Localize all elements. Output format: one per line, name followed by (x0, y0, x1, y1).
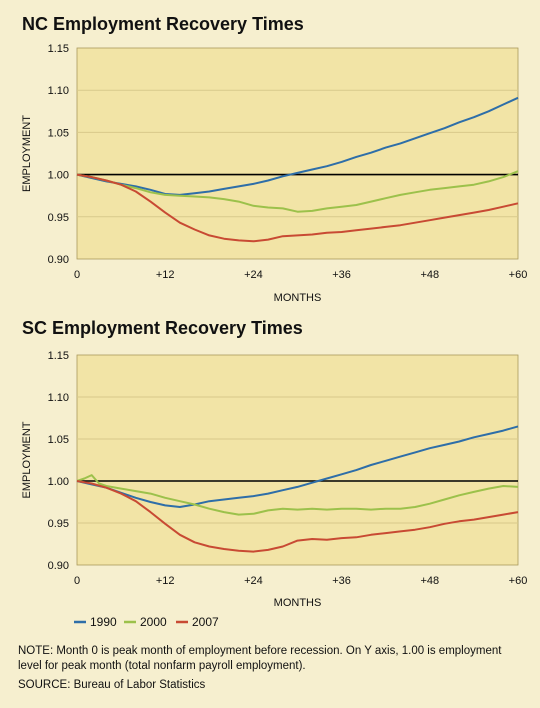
y-tick-label: 1.05 (48, 127, 69, 139)
series-line-1990 (76, 425, 519, 508)
legend-label-2000: 2000 (140, 615, 167, 629)
plot-area (76, 354, 519, 566)
y-tick-label: 0.95 (48, 212, 69, 224)
y-tick-label: 0.90 (48, 254, 69, 266)
x-tick-label: +48 (420, 269, 439, 281)
legend: 1990 2000 2007 (74, 615, 219, 629)
series-line-2007 (76, 173, 519, 243)
y-tick-label: 1.00 (48, 170, 69, 182)
x-tick-label: +24 (244, 575, 263, 587)
nc-chart: NC Employment Recovery Times 1.15 1.10 1.05… (21, 14, 527, 304)
series-line-2000 (76, 474, 519, 516)
series-line-2007 (76, 480, 519, 553)
x-tick-label: +12 (156, 575, 175, 587)
x-tick-label: +48 (420, 575, 439, 587)
plot-area (76, 47, 519, 260)
x-tick-label: +12 (156, 269, 175, 281)
x-axis-label: MONTHS (274, 292, 322, 304)
y-tick-label: 1.15 (48, 43, 69, 55)
y-tick-label: 1.10 (48, 392, 69, 404)
x-tick-label: +60 (509, 575, 528, 587)
x-tick-label: 0 (74, 575, 80, 587)
y-axis-label: EMPLOYMENT (21, 115, 33, 192)
x-tick-label: +36 (332, 575, 351, 587)
source-text: SOURCE: Bureau of Labor Statistics (18, 679, 206, 691)
y-tick-label: 1.00 (48, 476, 69, 488)
chart-title: NC Employment Recovery Times (22, 14, 304, 34)
x-tick-label: +36 (332, 269, 351, 281)
note-text: NOTE: Month 0 is peak month of employmen… (18, 645, 502, 672)
x-tick-label: +24 (244, 269, 263, 281)
y-tick-label: 0.90 (48, 560, 69, 572)
y-tick-label: 1.10 (48, 85, 69, 97)
series-line-2000 (76, 170, 519, 213)
series-line-1990 (76, 96, 519, 196)
charts-canvas: NC Employment Recovery Times 1.15 1.10 1.05… (21, 14, 527, 629)
legend-label-2007: 2007 (192, 615, 219, 629)
notes: NOTE: Month 0 is peak month of employmen… (18, 644, 523, 693)
y-tick-label: 1.15 (48, 350, 69, 362)
chart-title: SC Employment Recovery Times (22, 318, 303, 338)
y-tick-label: 1.05 (48, 434, 69, 446)
y-axis-label: EMPLOYMENT (21, 421, 33, 498)
x-tick-label: 0 (74, 269, 80, 281)
y-tick-label: 0.95 (48, 518, 69, 530)
x-tick-label: +60 (509, 269, 528, 281)
x-axis-label: MONTHS (274, 597, 322, 609)
sc-chart: SC Employment Recovery Times 1.15 1.10 1.05… (21, 318, 527, 609)
legend-label-1990: 1990 (90, 615, 117, 629)
